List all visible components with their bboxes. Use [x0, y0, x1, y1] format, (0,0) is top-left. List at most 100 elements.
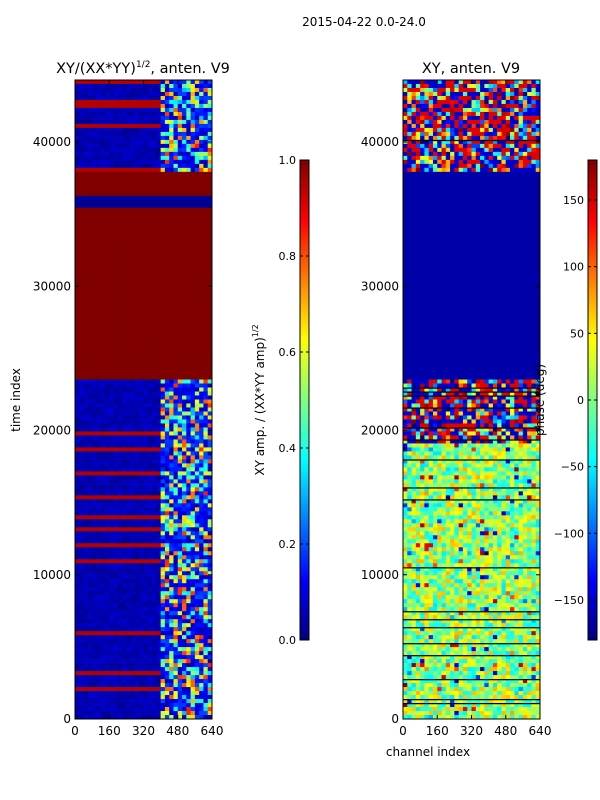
heatmap-cell [190, 115, 196, 121]
heatmap-cell [143, 411, 149, 416]
heatmap-cell [143, 99, 149, 105]
heatmap-cell [83, 483, 89, 488]
heatmap-cell [156, 611, 162, 616]
heatmap-cell [199, 119, 204, 125]
heatmap-cell [75, 451, 80, 456]
heatmap-cell [164, 523, 170, 528]
heatmap-cell [203, 367, 209, 372]
heatmap-cell [139, 307, 144, 313]
heatmap-cell [92, 355, 97, 360]
heatmap-cell [207, 587, 212, 592]
heatmap-cell [83, 191, 89, 197]
heatmap-cell [194, 187, 200, 193]
heatmap-cell [177, 159, 183, 165]
heatmap-cell [152, 547, 157, 552]
heatmap-cell [164, 431, 170, 436]
heatmap-cell [169, 111, 174, 117]
heatmap-cell [177, 503, 183, 508]
heatmap-cell [87, 347, 93, 352]
heatmap-cell [130, 615, 136, 620]
heatmap-cell [87, 303, 93, 309]
heatmap-cell [169, 403, 174, 408]
heatmap-cell [117, 635, 123, 640]
heatmap-cell [207, 143, 212, 149]
heatmap-cell [92, 527, 97, 532]
heatmap-cell [75, 667, 80, 672]
heatmap-cell [169, 495, 174, 500]
heatmap-cell [83, 423, 89, 428]
heatmap-cell [113, 543, 119, 548]
heatmap-cell [164, 123, 170, 129]
heatmap-cell [177, 439, 183, 444]
heatmap-cell [199, 639, 204, 644]
heatmap-cell [126, 279, 132, 285]
heatmap-cell [122, 527, 127, 532]
heatmap-cell [207, 371, 212, 376]
heatmap-cell [117, 107, 123, 113]
heatmap-cell [143, 307, 149, 313]
heatmap-cell [96, 451, 102, 456]
heatmap-cell [160, 539, 166, 544]
heatmap-cell [104, 615, 110, 620]
heatmap-cell [173, 563, 179, 568]
heatmap-cell [109, 299, 114, 305]
heatmap-cell [130, 267, 136, 273]
heatmap-cell [182, 591, 187, 596]
heatmap-cell [109, 163, 114, 169]
heatmap-cell [117, 683, 123, 688]
heatmap-cell [92, 223, 97, 229]
heatmap-cell [134, 171, 140, 177]
heatmap-cell [130, 471, 136, 476]
heatmap-cell [126, 191, 132, 197]
heatmap-cell [182, 371, 187, 376]
heatmap-cell [83, 235, 89, 241]
heatmap-cell [92, 543, 97, 548]
heatmap-cell [186, 535, 191, 540]
heatmap-cell [147, 119, 153, 125]
heatmap-cell [190, 447, 196, 452]
heatmap-cell [122, 227, 127, 233]
heatmap-cell [139, 195, 144, 201]
heatmap-cell [173, 647, 179, 652]
heatmap-cell [207, 311, 212, 317]
heatmap-cell [100, 495, 106, 500]
heatmap-cell [130, 235, 136, 241]
heatmap-cell [139, 483, 144, 488]
heatmap-cell [182, 403, 187, 408]
heatmap-cell [87, 643, 93, 648]
heatmap-cell [126, 199, 132, 205]
heatmap-cell [203, 491, 209, 496]
heatmap-cell [156, 567, 162, 572]
heatmap-cell [134, 187, 140, 193]
heatmap-cell [109, 255, 114, 261]
heatmap-cell [160, 499, 166, 504]
heatmap-cell [139, 391, 144, 396]
heatmap-cell [126, 519, 132, 524]
heatmap-cell [190, 167, 196, 173]
heatmap-cell [92, 155, 97, 161]
heatmap-cell [126, 331, 132, 336]
heatmap-cell [169, 355, 174, 360]
heatmap-cell [177, 383, 183, 388]
heatmap-cell [169, 451, 174, 456]
heatmap-cell [169, 459, 174, 464]
heatmap-cell [87, 339, 93, 344]
heatmap-cell [143, 323, 149, 329]
heatmap-cell [79, 291, 84, 297]
heatmap-cell [100, 447, 106, 452]
heatmap-cell [182, 663, 187, 668]
heatmap-cell [207, 291, 212, 297]
heatmap-cell [160, 207, 166, 213]
heatmap-cell [190, 143, 196, 149]
heatmap-cell [79, 603, 84, 608]
heatmap-cell [126, 367, 132, 372]
heatmap-cell [75, 599, 80, 604]
heatmap-cell [134, 379, 140, 384]
heatmap-cell [164, 399, 170, 404]
heatmap-cell [169, 583, 174, 588]
heatmap-cell [134, 335, 140, 340]
heatmap-cell [152, 339, 157, 344]
heatmap-cell [177, 431, 183, 436]
heatmap-cell [190, 271, 196, 277]
heatmap-cell [83, 295, 89, 301]
